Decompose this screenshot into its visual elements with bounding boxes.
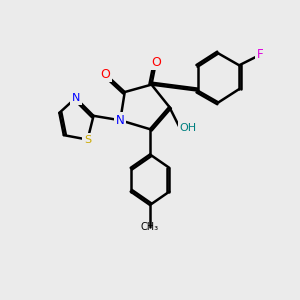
Text: S: S: [84, 135, 91, 145]
Text: CH₃: CH₃: [141, 222, 159, 232]
Text: O: O: [100, 68, 110, 81]
Text: N: N: [71, 93, 80, 103]
Text: N: N: [116, 114, 125, 127]
Text: OH: OH: [180, 123, 197, 133]
Text: F: F: [257, 48, 263, 62]
Text: O: O: [151, 56, 161, 69]
